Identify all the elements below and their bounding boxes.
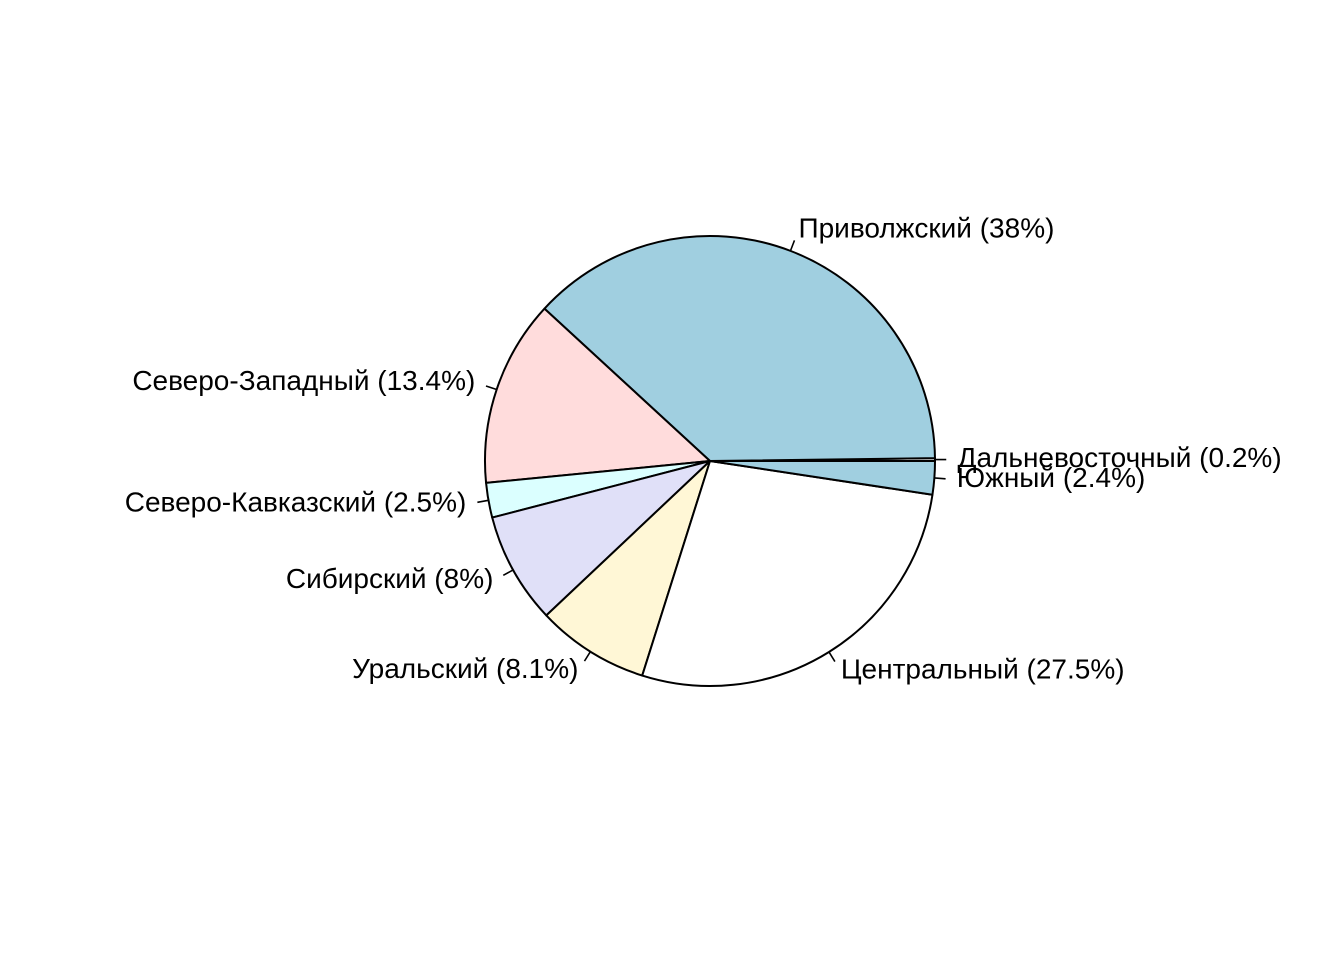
slice-приволжский-tick xyxy=(789,240,796,252)
slice-приволжский-label: Приволжский (38%) xyxy=(798,212,1054,243)
slice-уральский xyxy=(545,460,711,677)
slice-южный-label: Южный (2.4%) xyxy=(957,462,1146,493)
slice-северо-кавказский-label: Северо-Кавказский (2.5%) xyxy=(125,487,467,518)
slice-сибирский-tick xyxy=(502,569,514,577)
slice-центральный-tick xyxy=(828,651,836,662)
slice-центральный-label: Центральный (27.5%) xyxy=(841,653,1125,684)
pie-slices xyxy=(484,235,936,687)
slice-дальневосточный-label: Дальневосточный (0.2%) xyxy=(957,442,1281,473)
slice-сибирский-label: Сибирский (8%) xyxy=(286,563,494,594)
slice-уральский-label: Уральский (8.1%) xyxy=(352,653,578,684)
slice-северо-западный-label: Северо-Западный (13.4%) xyxy=(132,365,475,396)
slice-приволжский xyxy=(543,235,936,462)
slice-северо-кавказский-tick xyxy=(477,499,489,504)
label-ticks xyxy=(477,240,947,662)
slice-labels: Дальневосточный (0.2%) Приволжский (38%) С… xyxy=(125,212,1282,684)
slice-южный-tick xyxy=(934,477,946,480)
slice-северо-западный-tick xyxy=(485,385,497,391)
slice-уральский-tick xyxy=(583,651,592,662)
